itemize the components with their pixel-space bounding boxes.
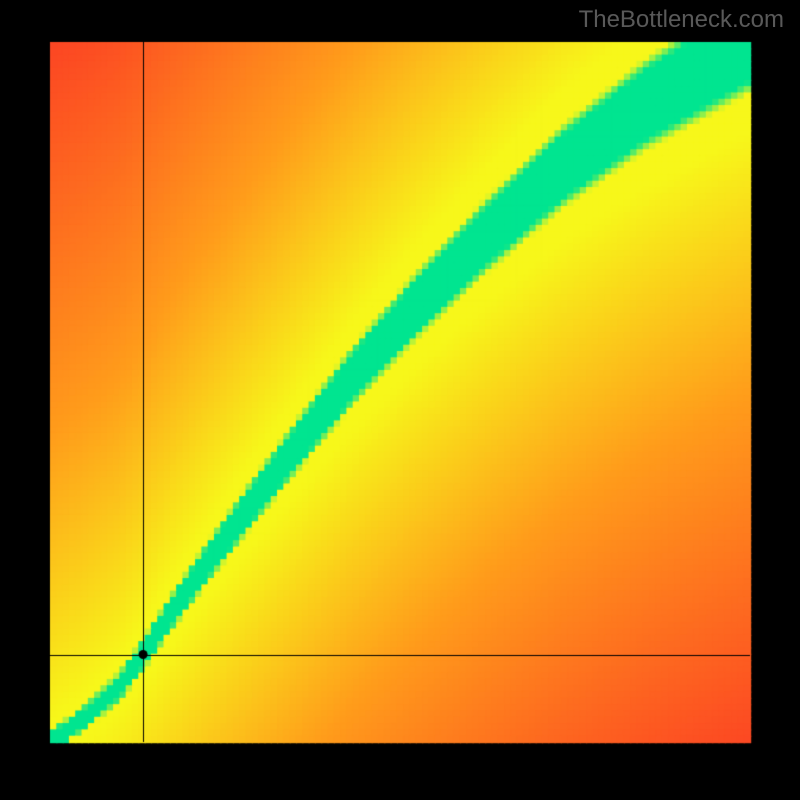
watermark-text: TheBottleneck.com <box>579 6 784 34</box>
bottleneck-heatmap <box>0 0 800 800</box>
chart-container: TheBottleneck.com <box>0 0 800 800</box>
